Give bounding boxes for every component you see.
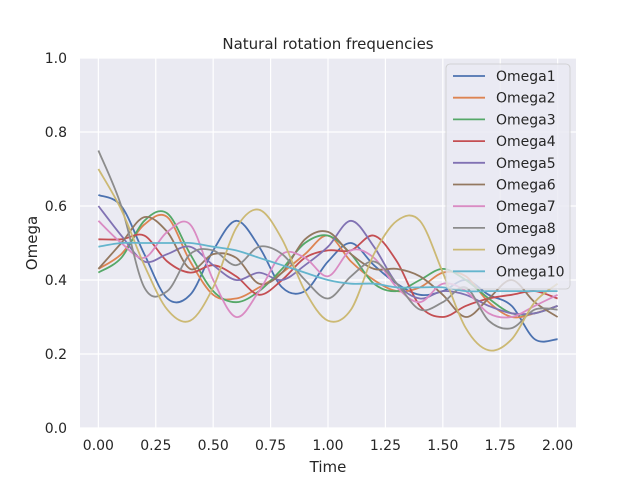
legend: Omega1 Omega2 Omega3 Omega4 Omega5 Omega6 Omeg… xyxy=(445,63,571,290)
legend-entry-label: Omega5 xyxy=(496,156,556,172)
series-line-omega7 xyxy=(97,220,558,319)
y-tick-label: 0.8 xyxy=(45,125,67,141)
x-tick-label: 2.00 xyxy=(542,438,573,454)
series-line-omega4 xyxy=(98,233,558,318)
y-axis-label: Omega xyxy=(23,216,41,270)
y-axis-ticks: 0.0 0.2 0.4 0.6 0.8 1.0 xyxy=(45,51,67,437)
x-tick-label: 1.75 xyxy=(485,438,516,454)
legend-entry-label: Omega9 xyxy=(496,243,556,259)
chart-title: Natural rotation frequencies xyxy=(222,35,433,53)
legend-entry-label: Omega2 xyxy=(496,91,556,107)
x-axis-label: Time xyxy=(309,458,347,476)
x-tick-label: 0.00 xyxy=(83,438,114,454)
y-tick-label: 0.6 xyxy=(45,199,67,215)
series-line-omega5 xyxy=(97,205,558,316)
legend-entry-label: Omega1 xyxy=(496,69,556,85)
legend-entry-label: Omega8 xyxy=(496,221,556,237)
y-tick-label: 0.4 xyxy=(45,273,67,289)
series-line-omega1 xyxy=(97,194,558,343)
legend-entry-label: Omega10 xyxy=(496,264,565,280)
x-tick-label: 0.50 xyxy=(198,438,229,454)
legend-entry-label: Omega4 xyxy=(496,134,556,150)
x-tick-label: 1.25 xyxy=(370,438,401,454)
series-line-omega10 xyxy=(98,241,558,293)
y-tick-label: 1.0 xyxy=(45,51,67,67)
series-line-omega8 xyxy=(97,150,558,330)
series-line-omega3 xyxy=(97,210,558,316)
x-tick-label: 1.50 xyxy=(427,438,458,454)
x-tick-label: 0.25 xyxy=(140,438,171,454)
x-tick-label: 0.75 xyxy=(255,438,286,454)
legend-entry-label: Omega7 xyxy=(496,199,556,215)
series-line-omega9 xyxy=(97,168,559,352)
x-axis-ticks: 0.00 0.25 0.50 0.75 1.00 1.25 1.50 1.75 2.00 xyxy=(83,438,573,454)
y-tick-label: 0.0 xyxy=(45,421,67,437)
legend-entry-label: Omega3 xyxy=(496,112,556,128)
x-tick-label: 1.00 xyxy=(312,438,343,454)
y-tick-label: 0.2 xyxy=(45,347,67,363)
legend-entry-label: Omega6 xyxy=(496,178,556,194)
series-layer xyxy=(97,150,559,352)
